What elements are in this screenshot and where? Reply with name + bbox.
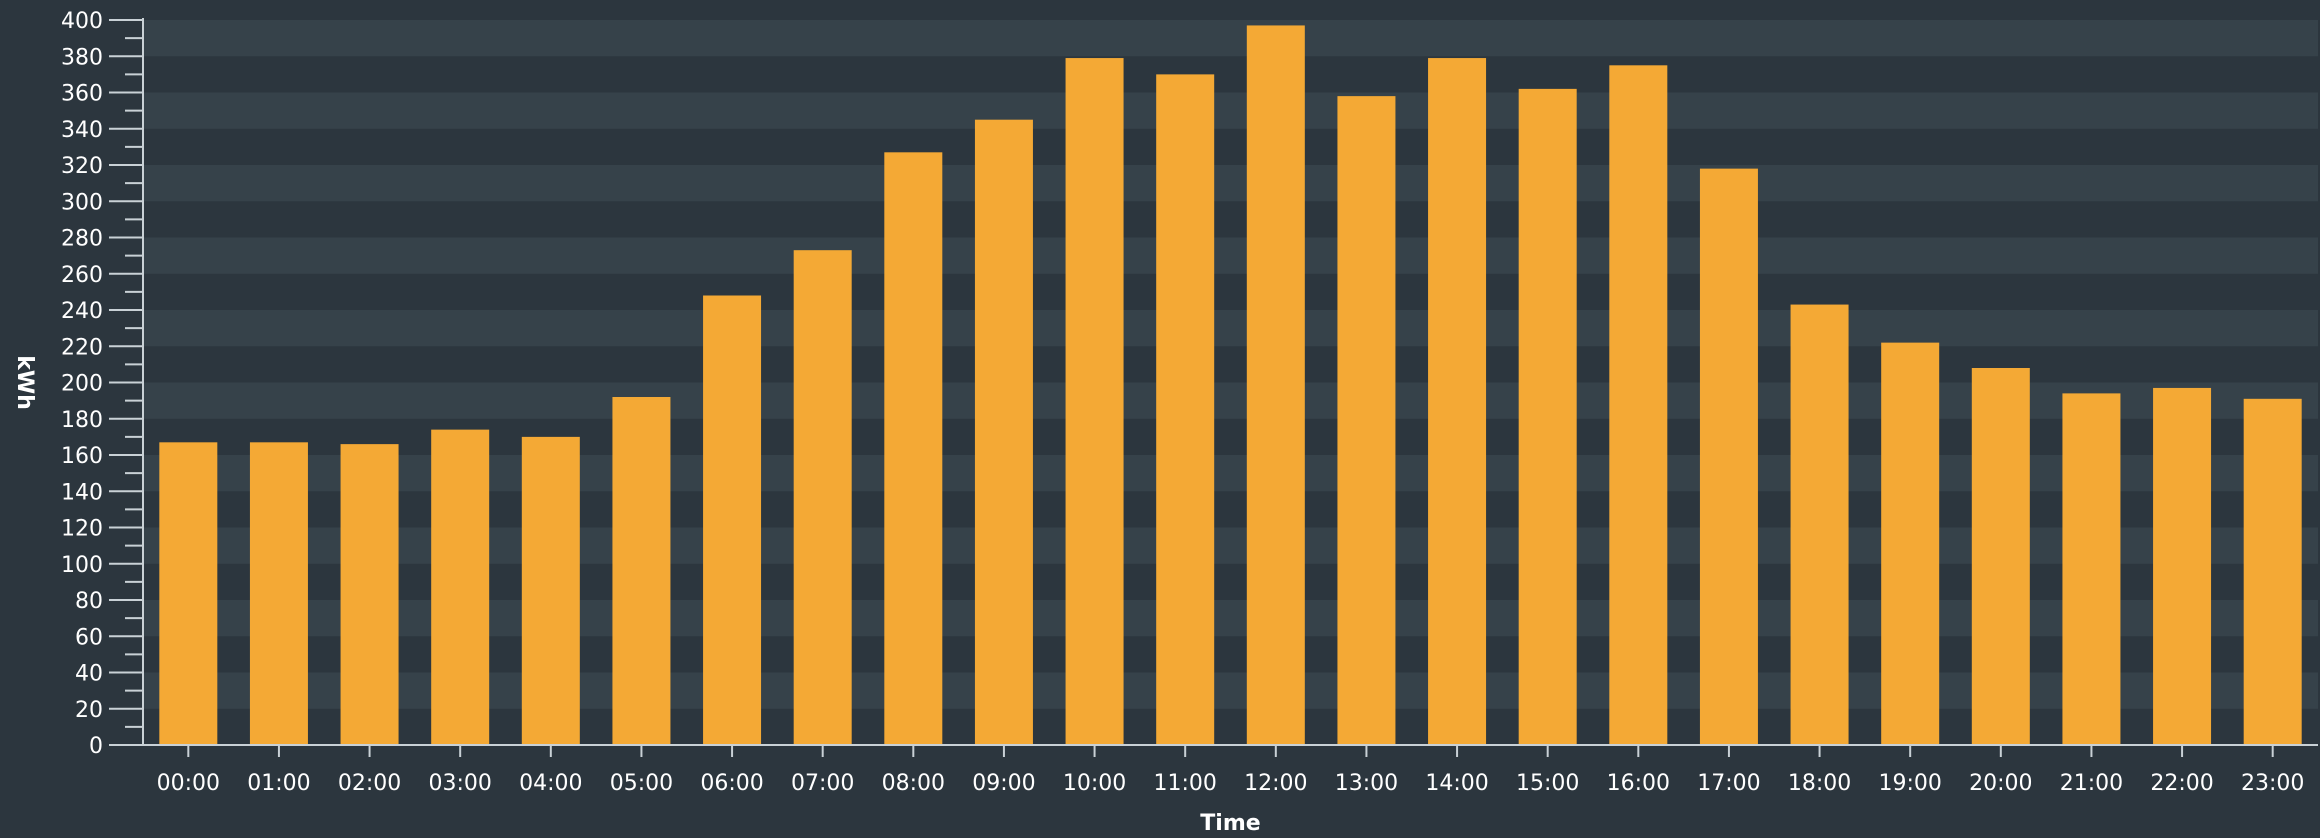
grid-band (143, 237, 2318, 274)
x-tick-label: 20:00 (1969, 771, 2032, 796)
grid-band (143, 600, 2318, 637)
y-tick-label: 340 (61, 118, 103, 143)
bar (1971, 368, 2030, 745)
y-tick-label: 20 (75, 698, 103, 723)
grid-band (143, 455, 2318, 492)
x-tick-label: 05:00 (610, 771, 673, 796)
x-tick-label: 16:00 (1607, 771, 1670, 796)
grid-band (143, 92, 2318, 129)
x-tick-label: 12:00 (1244, 771, 1307, 796)
y-tick-label: 280 (61, 227, 103, 252)
y-tick-label: 0 (89, 734, 103, 759)
x-tick-label: 17:00 (1697, 771, 1760, 796)
y-tick-label: 400 (61, 9, 103, 34)
y-tick-label: 40 (75, 662, 103, 687)
x-tick-label: 10:00 (1063, 771, 1126, 796)
grid-band (143, 165, 2318, 202)
x-tick-label: 00:00 (157, 771, 220, 796)
grid-band (143, 491, 2318, 528)
y-tick-label: 100 (61, 553, 103, 578)
grid-band (143, 636, 2318, 673)
bar (2243, 398, 2302, 745)
x-tick-label: 22:00 (2150, 771, 2213, 796)
bar (2062, 393, 2121, 745)
bar (1065, 58, 1124, 745)
x-tick-label: 01:00 (247, 771, 310, 796)
y-tick-label: 160 (61, 444, 103, 469)
y-tick-label: 180 (61, 408, 103, 433)
grid-band (143, 382, 2318, 419)
grid-bands (143, 20, 2318, 745)
y-tick-label: 300 (61, 190, 103, 215)
x-tick-label: 21:00 (2060, 771, 2123, 796)
x-tick-label: 03:00 (428, 771, 491, 796)
x-tick-label: 18:00 (1788, 771, 1851, 796)
grid-band (143, 708, 2318, 745)
grid-band (143, 563, 2318, 600)
y-tick-label: 140 (61, 480, 103, 505)
bar (1156, 74, 1215, 745)
y-tick-label: 240 (61, 299, 103, 324)
grid-band (143, 20, 2318, 57)
bar (1337, 96, 1396, 745)
bar (1699, 168, 1758, 745)
y-axis-title: kWh (12, 355, 37, 410)
x-tick-label: 13:00 (1335, 771, 1398, 796)
bar (159, 442, 218, 745)
y-tick-label: 320 (61, 154, 103, 179)
bar (340, 444, 399, 745)
y-tick-label: 80 (75, 589, 103, 614)
bar (1518, 88, 1577, 745)
y-tick-label: 220 (61, 335, 103, 360)
bar (1428, 58, 1487, 745)
x-tick-label: 08:00 (882, 771, 945, 796)
y-tick-label: 360 (61, 82, 103, 107)
bar (521, 436, 580, 745)
grid-band (143, 56, 2318, 93)
x-axis: 00:00 01:00 02:00 03:00 04:00 05:00 06:00 07:00… (143, 744, 2318, 796)
x-tick-label: 04:00 (519, 771, 582, 796)
bar (249, 442, 308, 745)
grid-band (143, 201, 2318, 238)
x-tick-label: 11:00 (1153, 771, 1216, 796)
bar (1790, 304, 1849, 745)
x-tick-label: 19:00 (1878, 771, 1941, 796)
bar (793, 250, 852, 745)
x-tick-label: 09:00 (972, 771, 1035, 796)
y-tick-label: 200 (61, 372, 103, 397)
x-tick-label: 07:00 (791, 771, 854, 796)
bar (431, 429, 490, 745)
grid-band (143, 346, 2318, 383)
bar (703, 295, 762, 745)
grid-band (143, 527, 2318, 564)
grid-band (143, 672, 2318, 709)
x-tick-label: 23:00 (2241, 771, 2304, 796)
grid-band (143, 418, 2318, 455)
x-tick-label: 06:00 (700, 771, 763, 796)
x-axis-title: Time (1200, 811, 1260, 836)
bar (2153, 387, 2212, 745)
bar (974, 119, 1033, 745)
y-axis: 0 20 40 60 80 100 120 140 160 180 200 220 240 260 280 3… (61, 9, 144, 759)
bar (1609, 65, 1668, 745)
bars (159, 25, 2302, 745)
grid-band (143, 128, 2318, 165)
x-tick-label: 02:00 (338, 771, 401, 796)
y-tick-label: 120 (61, 517, 103, 542)
bar (1881, 342, 1940, 745)
y-tick-label: 380 (61, 45, 103, 70)
x-tick-label: 15:00 (1516, 771, 1579, 796)
bar (884, 152, 943, 745)
y-tick-label: 260 (61, 263, 103, 288)
x-tick-label: 14:00 (1425, 771, 1488, 796)
grid-band (143, 310, 2318, 347)
bar (1246, 25, 1305, 745)
bar (612, 397, 671, 745)
grid-band (143, 273, 2318, 310)
y-tick-label: 60 (75, 625, 103, 650)
